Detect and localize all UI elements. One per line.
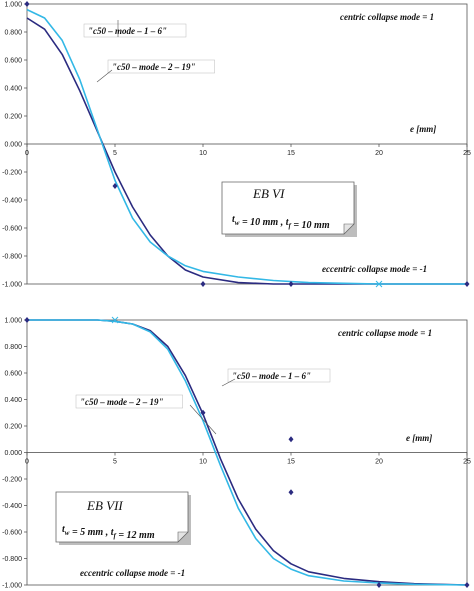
x-tick-label: 0 (25, 150, 29, 157)
x-tick-label: 25 (463, 459, 471, 466)
y-tick-label: -0.800 (2, 556, 22, 563)
x-axis-label: e [mm] (406, 433, 432, 443)
y-tick-label: -1.000 (2, 282, 22, 289)
chart-eb-vii: 1.000 0.800 0.600 0.400 0.200 0.000 -0.200 -0.4… (2, 316, 471, 590)
y-tick-label: 0.800 (4, 344, 22, 351)
x-tick-label: 0 (25, 459, 29, 466)
x-tick-label: 20 (375, 150, 383, 157)
y-tick-label: 0.600 (4, 58, 22, 65)
series-label-leader (96, 69, 113, 83)
y-tick-label: -0.400 (2, 503, 22, 510)
y-tick-label: 1.000 (4, 318, 22, 325)
data-point-diamond (464, 281, 470, 287)
chart-eb-vi: 1.000 0.800 0.600 0.400 0.200 0.000 -0.200 -0.4… (2, 1, 471, 289)
annotation-eccentric-mode: eccentric collapse mode = -1 (80, 568, 185, 578)
y-tick-label: -0.600 (2, 226, 22, 233)
data-point-diamond (288, 489, 294, 496)
series-line-2 (26, 8, 467, 285)
x-axis-label: e [mm] (410, 124, 436, 134)
info-box-thickness: tw = 10 mm , tf = 10 mm (232, 214, 330, 231)
y-tick-label: 0.200 (4, 424, 22, 431)
series-label-leader (221, 378, 236, 387)
y-tick-label: -0.400 (2, 198, 22, 205)
data-point-diamond (376, 582, 382, 588)
annotation-centric-mode: centric collapse mode = 1 (338, 328, 432, 338)
y-tick-label: -0.200 (2, 170, 22, 177)
info-box-fold (343, 223, 355, 235)
series-label: "c50 – mode – 2 – 19" (80, 397, 163, 407)
y-tick-label: 0.000 (4, 142, 22, 149)
data-point-diamond (200, 409, 206, 416)
info-box-title: EB VI (252, 186, 285, 201)
y-tick-label: 0.400 (4, 397, 22, 404)
info-box-fold (177, 531, 189, 543)
y-tick-label: 0.600 (4, 371, 22, 378)
series-label: "c50 – mode – 1 – 6" (88, 26, 167, 36)
series-label: "c50 – mode – 1 – 6" (232, 371, 311, 381)
data-point-diamond (288, 436, 294, 443)
y-tick-label: -0.600 (2, 530, 22, 537)
data-point-diamond (24, 1, 30, 7)
y-tick-label: 0.000 (4, 450, 22, 457)
x-tick-label: 5 (113, 150, 117, 157)
series-label-box (227, 368, 331, 383)
y-tick-label: -0.200 (2, 477, 22, 484)
data-point-cross (111, 316, 119, 324)
data-point-diamond (112, 183, 118, 189)
data-point-cross (375, 280, 383, 288)
series-label: "c50 – mode – 2 – 19" (112, 62, 195, 72)
info-box-title: EB VII (86, 498, 123, 513)
series-label-leader (189, 404, 217, 435)
annotation-centric-mode: centric collapse mode = 1 (340, 12, 434, 22)
x-tick-label: 25 (463, 150, 471, 157)
info-box-thickness: tw = 5 mm , tf = 12 mm (62, 524, 155, 541)
x-tick-label: 20 (375, 459, 383, 466)
y-tick-label: 0.200 (4, 114, 22, 121)
y-tick-label: -1.000 (2, 583, 22, 590)
data-point-diamond (24, 317, 30, 323)
series-label-box (107, 59, 215, 74)
y-tick-label: 1.000 (4, 2, 22, 9)
x-tick-label: 10 (199, 459, 207, 466)
y-tick-label: 0.800 (4, 30, 22, 37)
data-point-diamond (288, 281, 294, 287)
x-tick-label: 5 (113, 459, 117, 466)
series-label-box (75, 394, 183, 409)
x-tick-label: 15 (287, 459, 295, 466)
x-tick-label: 15 (287, 150, 295, 157)
annotation-eccentric-mode: eccentric collapse mode = -1 (322, 264, 427, 274)
y-tick-label: 0.400 (4, 86, 22, 93)
series-line-2 (27, 319, 468, 586)
series-label-box (83, 23, 187, 38)
data-point-diamond (464, 582, 470, 588)
x-tick-label: 10 (199, 150, 207, 157)
series-line-1 (26, 17, 467, 285)
y-tick-label: -0.800 (2, 254, 22, 261)
data-point-diamond (200, 281, 206, 287)
